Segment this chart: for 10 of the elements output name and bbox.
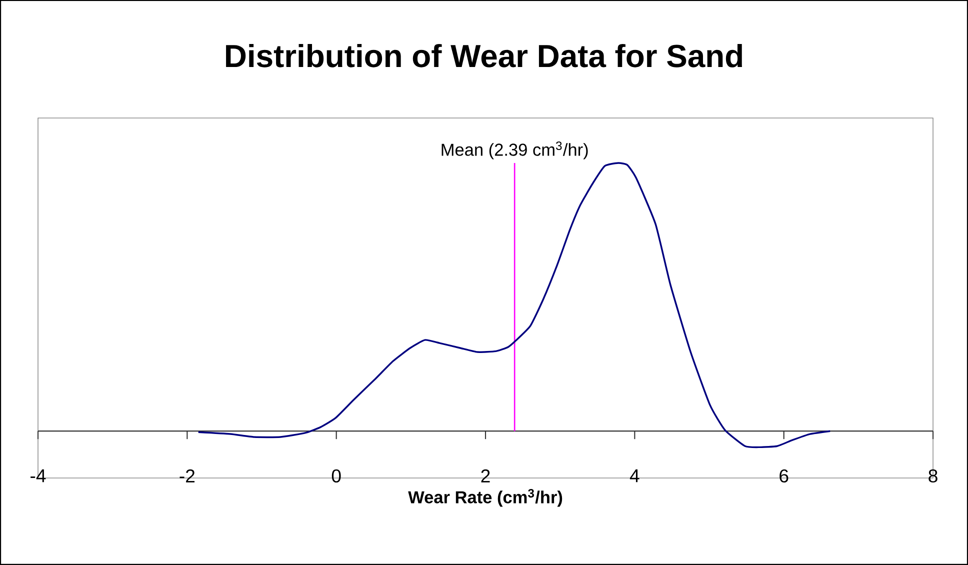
x-tick-label: 2 bbox=[481, 469, 490, 482]
x-tick-label: -2 bbox=[180, 469, 195, 482]
ref-line-label: Mean (2.39 cm$^{3}$/hr) bbox=[442, 141, 588, 160]
x-tick-label: 0 bbox=[332, 469, 341, 483]
x-tick-label: 4 bbox=[630, 469, 640, 482]
x-tick-label: 8 bbox=[928, 469, 938, 483]
x-tick-label: 6 bbox=[780, 469, 788, 483]
x-axis-title: Wear Rate (cm$^{3}$/hr) bbox=[408, 488, 562, 507]
x-tick-label: -4 bbox=[30, 469, 46, 482]
chart-title: Distribution of Wear Data for Sand bbox=[226, 44, 742, 68]
